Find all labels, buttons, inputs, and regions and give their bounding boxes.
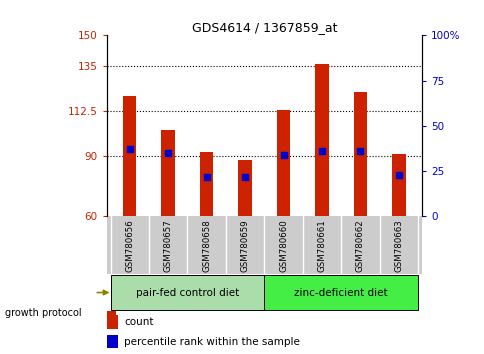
Text: GSM780661: GSM780661 [317,219,326,272]
Bar [161,130,175,216]
Text: GSM780662: GSM780662 [355,219,364,272]
Bar [106,253,115,327]
Text: pair-fed control diet: pair-fed control diet [136,287,239,297]
Bar [264,275,417,310]
Text: GSM780657: GSM780657 [164,219,172,272]
Bar [392,154,405,216]
Bar [353,92,366,216]
Bar [199,152,213,216]
Text: GSM780656: GSM780656 [125,219,134,272]
Point [241,174,248,179]
Point [164,150,172,156]
Text: GSM780658: GSM780658 [202,219,211,272]
Bar [106,315,118,329]
Title: GDS4614 / 1367859_at: GDS4614 / 1367859_at [191,21,336,34]
Text: GSM780660: GSM780660 [278,219,287,272]
Point [318,148,325,154]
Point [126,147,134,152]
Bar [315,64,328,216]
Bar [106,335,118,348]
Point [394,172,402,178]
Text: count: count [124,317,153,327]
Text: GSM780663: GSM780663 [393,219,403,272]
Text: percentile rank within the sample: percentile rank within the sample [124,337,299,347]
Text: growth protocol: growth protocol [5,308,81,318]
Text: zinc-deficient diet: zinc-deficient diet [294,287,387,297]
Bar [110,275,264,310]
Point [356,148,363,154]
Bar [123,96,136,216]
Text: GSM780659: GSM780659 [240,219,249,272]
Point [202,174,210,179]
Bar [276,110,290,216]
Bar [238,160,251,216]
Point [279,152,287,158]
